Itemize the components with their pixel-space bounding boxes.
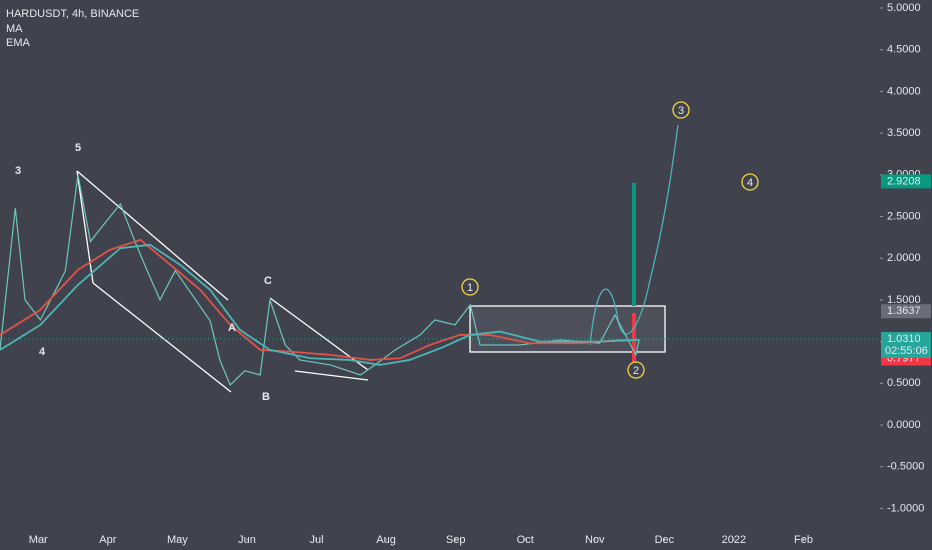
y-tick-label: 0.0000 (887, 419, 921, 431)
legend-entry: MA (6, 23, 23, 35)
channel-line (76, 170, 229, 301)
wave-label: 4 (747, 177, 753, 189)
x-tick-label: Feb (794, 534, 813, 546)
wave-label: 1 (467, 282, 473, 294)
x-tick-label: 2022 (722, 534, 746, 546)
y-tick-label: 4.0000 (887, 85, 921, 97)
wave-circle (672, 101, 690, 119)
short-bar (632, 313, 636, 362)
wave-label: 3 (678, 105, 684, 117)
projection-curve (589, 124, 679, 346)
wave-label: 3 (15, 165, 21, 177)
price-label: 1.3637 (887, 305, 921, 317)
x-tick-label: Oct (517, 534, 534, 546)
wave-circle (741, 173, 759, 191)
y-tick-label: 0.5000 (887, 377, 921, 389)
drawings (76, 124, 679, 393)
y-tick-label: 1.5000 (887, 294, 921, 306)
x-tick-label: Aug (376, 534, 396, 546)
x-tick-label: Mar (29, 534, 48, 546)
wave-label: B (262, 391, 270, 403)
wedge-line (294, 370, 369, 381)
x-tick-label: Jul (309, 534, 323, 546)
price-label: 2.9208 (887, 175, 921, 187)
y-tick-label: 3.5000 (887, 127, 921, 139)
x-tick-label: Apr (99, 534, 116, 546)
wave-label: 2 (633, 365, 639, 377)
countdown: 02:55:06 (885, 345, 928, 357)
y-tick-label: 2.5000 (887, 210, 921, 222)
wave-label: A (228, 322, 236, 334)
x-tick-label: Dec (655, 534, 675, 546)
long-bar (632, 183, 636, 306)
chart-title: HARDUSDT, 4h, BINANCE (6, 8, 139, 20)
y-tick-label: 5.0000 (887, 2, 921, 14)
channel-line (76, 170, 94, 284)
price-label-box (881, 304, 931, 319)
series-line (0, 243, 640, 366)
price-label: 1.0310 (887, 333, 921, 345)
y-tick-label: -1.0000 (887, 502, 924, 514)
y-tick-label: -0.5000 (887, 461, 924, 473)
series-line (0, 174, 640, 387)
wave-circle (627, 361, 645, 379)
channel-line (92, 282, 232, 393)
price-label-box (881, 174, 931, 189)
price-label-box (881, 332, 931, 359)
x-tick-label: Jun (238, 534, 256, 546)
wave-label: 5 (75, 142, 81, 154)
y-tick-label: 2.0000 (887, 252, 921, 264)
x-tick-label: Sep (446, 534, 466, 546)
legend-entry: EMA (6, 37, 31, 49)
y-tick-label: 4.5000 (887, 44, 921, 56)
wave-label: C (264, 275, 272, 287)
series-line (0, 238, 640, 361)
x-tick-label: Nov (585, 534, 605, 546)
wave-label: 4 (39, 346, 46, 358)
wave-circle (461, 278, 479, 296)
x-tick-label: May (167, 534, 188, 546)
